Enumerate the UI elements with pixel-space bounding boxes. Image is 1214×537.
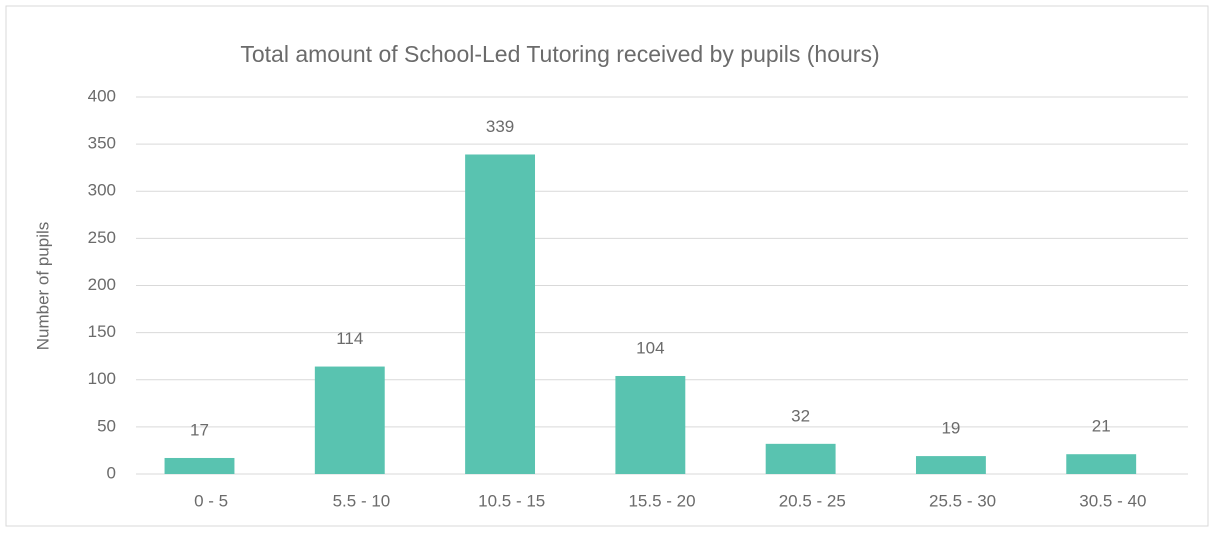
data-label: 32 [791, 406, 810, 425]
y-tick-label: 200 [88, 275, 116, 294]
bar [465, 154, 536, 474]
bar [314, 366, 385, 474]
bar [915, 456, 986, 474]
y-tick-label: 350 [88, 134, 116, 153]
x-tick-label: 0 - 5 [194, 491, 228, 510]
y-tick-label: 50 [97, 416, 116, 435]
data-label: 339 [486, 117, 514, 136]
x-tick-label: 10.5 - 15 [478, 491, 545, 510]
y-tick-label: 400 [88, 86, 116, 105]
data-label: 21 [1092, 417, 1111, 436]
y-tick-label: 150 [88, 322, 116, 341]
data-label: 104 [636, 338, 664, 357]
x-tick-label: 30.5 - 40 [1079, 491, 1146, 510]
data-label: 17 [190, 420, 209, 439]
x-tick-label: 15.5 - 20 [628, 491, 695, 510]
y-tick-label: 0 [107, 463, 116, 482]
x-tick-label: 25.5 - 30 [929, 491, 996, 510]
y-tick-label: 250 [88, 228, 116, 247]
bar [615, 375, 686, 474]
y-tick-label: 100 [88, 369, 116, 388]
data-label: 114 [336, 329, 363, 348]
x-tick-label: 5.5 - 10 [333, 491, 391, 510]
x-tick-label: 20.5 - 25 [779, 491, 846, 510]
data-label: 19 [941, 419, 960, 438]
chart-title: Total amount of School-Led Tutoring rece… [240, 41, 879, 67]
bar [164, 457, 235, 474]
bar [1066, 454, 1137, 474]
y-tick-label: 300 [88, 181, 116, 200]
y-axis-label: Number of pupils [33, 222, 52, 351]
bar [765, 443, 836, 474]
chart-frame [5, 5, 1209, 527]
